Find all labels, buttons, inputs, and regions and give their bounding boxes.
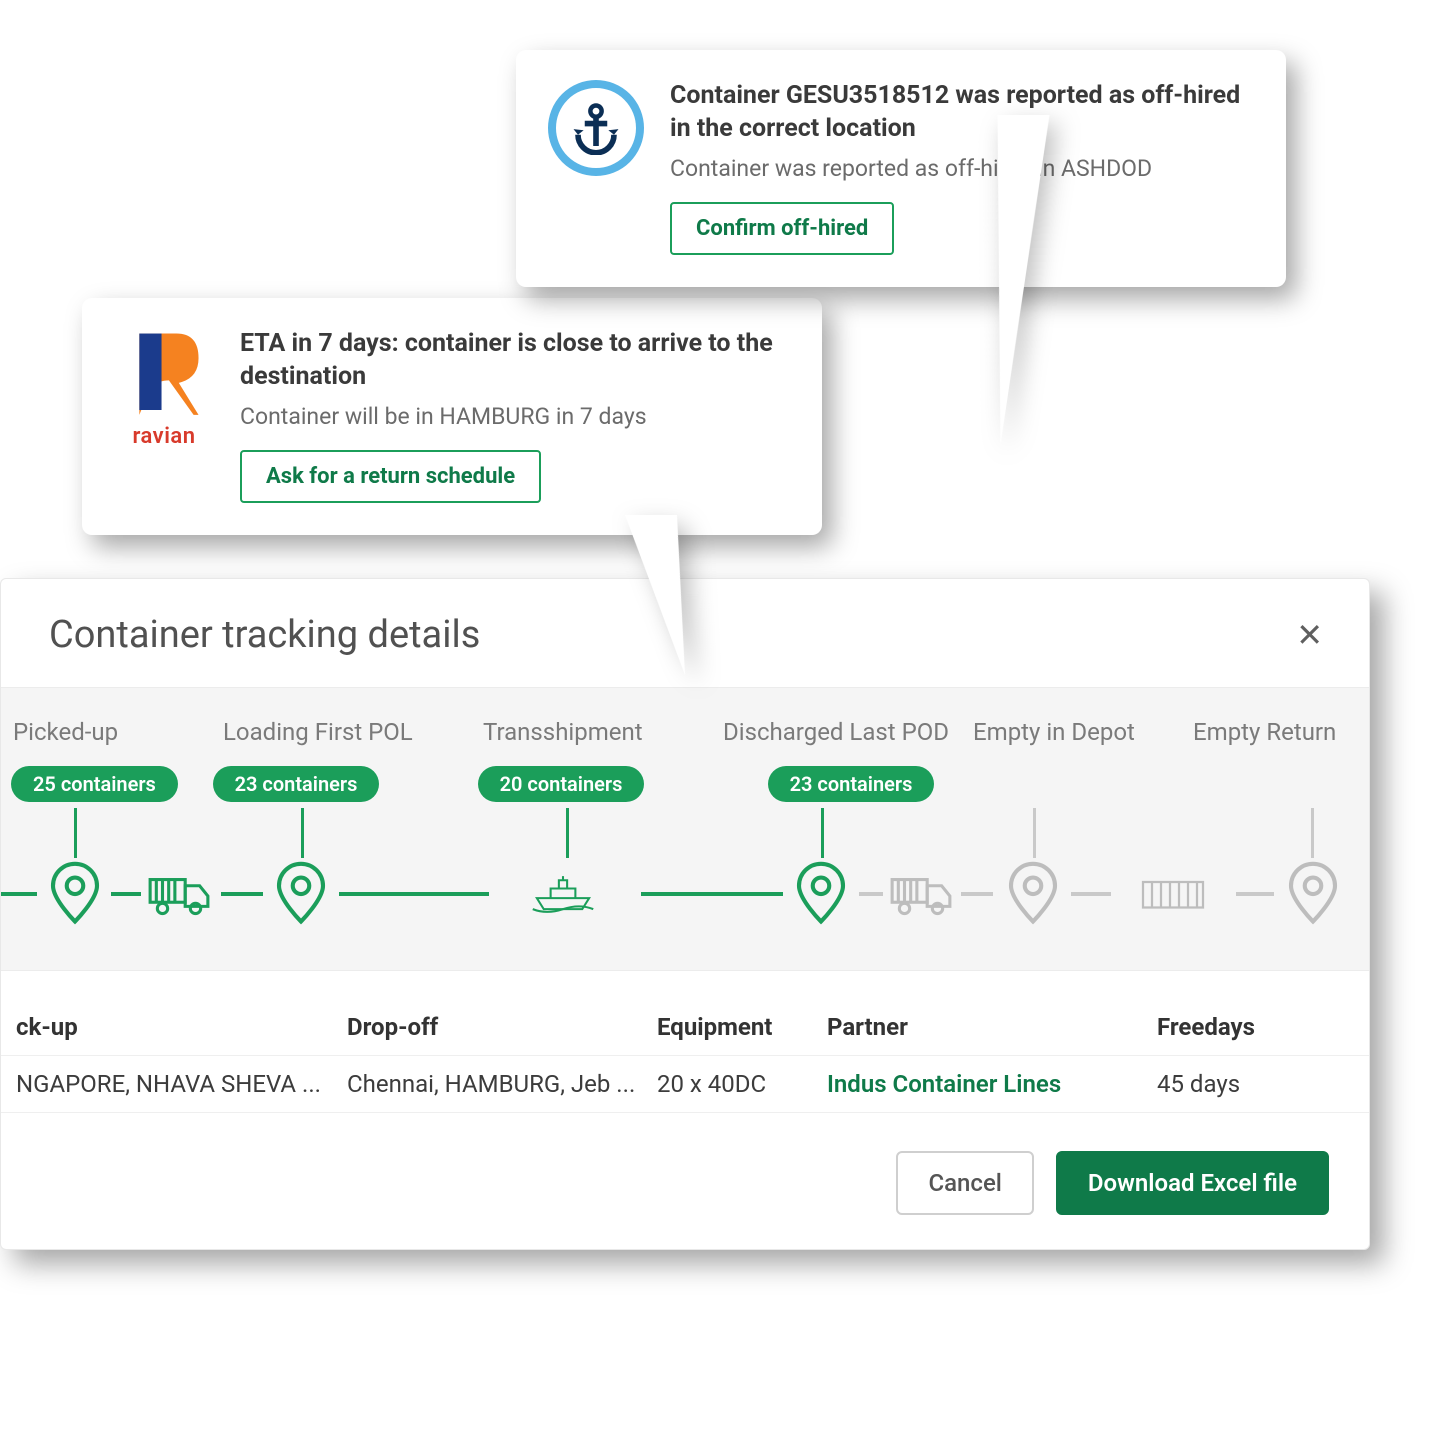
container-icon (1113, 858, 1233, 930)
eta-popover-title: ETA in 7 days: container is close to arr… (240, 328, 786, 393)
stage-label: Discharged Last POD (723, 718, 973, 746)
stage-label: Empty in Depot (973, 718, 1193, 746)
panel-footer: Cancel Download Excel file (1, 1125, 1369, 1249)
col-freedays: Freedays (1157, 1013, 1369, 1041)
panel-title: Container tracking details (49, 613, 480, 657)
cell-partner[interactable]: Indus Container Lines (827, 1070, 1157, 1098)
timeline-stage-labels: Picked-up Loading First POL Transshipmen… (1, 718, 1369, 746)
truck-icon (885, 858, 957, 930)
cell-freedays: 45 days (1157, 1070, 1369, 1098)
stage-badge: 20 containers (478, 766, 645, 802)
tracking-panel: Container tracking details ✕ Picked-up L… (0, 578, 1370, 1250)
pin-icon (997, 858, 1069, 930)
col-dropoff: Drop-off (347, 1013, 657, 1041)
cancel-button[interactable]: Cancel (896, 1151, 1033, 1215)
cell-pickup: NGAPORE, NHAVA SHEVA ... (16, 1070, 347, 1098)
confirm-offhired-button[interactable]: Confirm off-hired (670, 202, 894, 255)
ask-return-schedule-button[interactable]: Ask for a return schedule (240, 450, 541, 503)
stage-label: Empty Return (1193, 718, 1366, 746)
stage-badge: 25 containers (11, 766, 178, 802)
stage-label: Loading First POL (223, 718, 483, 746)
table-header-row: ck-up Drop-off Equipment Partner Freeday… (1, 999, 1369, 1055)
stage-badge: 23 containers (768, 766, 935, 802)
details-table: ck-up Drop-off Equipment Partner Freeday… (1, 971, 1369, 1125)
truck-icon (143, 858, 215, 930)
col-pickup: ck-up (16, 1013, 347, 1041)
pin-icon (39, 858, 111, 930)
eta-popover: ravian ETA in 7 days: container is close… (82, 298, 822, 535)
offhired-popover-subtitle: Container was reported as off-hired in A… (670, 155, 1250, 182)
close-icon[interactable]: ✕ (1290, 613, 1329, 657)
pin-icon (785, 858, 857, 930)
timeline-badges: 25 containers 23 containers 20 container… (1, 766, 1369, 802)
col-partner: Partner (827, 1013, 1157, 1041)
stage-label: Picked-up (13, 718, 223, 746)
timeline: Picked-up Loading First POL Transshipmen… (1, 687, 1369, 971)
ravian-logo-text: ravian (132, 424, 195, 449)
pin-icon (265, 858, 337, 930)
timeline-stems (1, 808, 1369, 858)
stage-label: Transshipment (483, 718, 723, 746)
offhired-popover-title: Container GESU3518512 was reported as of… (670, 80, 1250, 145)
ship-icon (493, 858, 633, 930)
eta-popover-subtitle: Container will be in HAMBURG in 7 days (240, 403, 786, 430)
col-equipment: Equipment (657, 1013, 827, 1041)
timeline-icons (1, 858, 1369, 930)
table-row[interactable]: NGAPORE, NHAVA SHEVA ... Chennai, HAMBUR… (1, 1055, 1369, 1113)
offhired-popover: Container GESU3518512 was reported as of… (516, 50, 1286, 287)
anchor-icon (548, 80, 644, 176)
cell-dropoff: Chennai, HAMBURG, Jeb ... (347, 1070, 657, 1098)
ravian-logo-icon: ravian (112, 328, 216, 449)
stage-badge: 23 containers (213, 766, 380, 802)
pin-icon (1277, 858, 1349, 930)
cell-equipment: 20 x 40DC (657, 1070, 827, 1098)
download-excel-button[interactable]: Download Excel file (1056, 1151, 1329, 1215)
